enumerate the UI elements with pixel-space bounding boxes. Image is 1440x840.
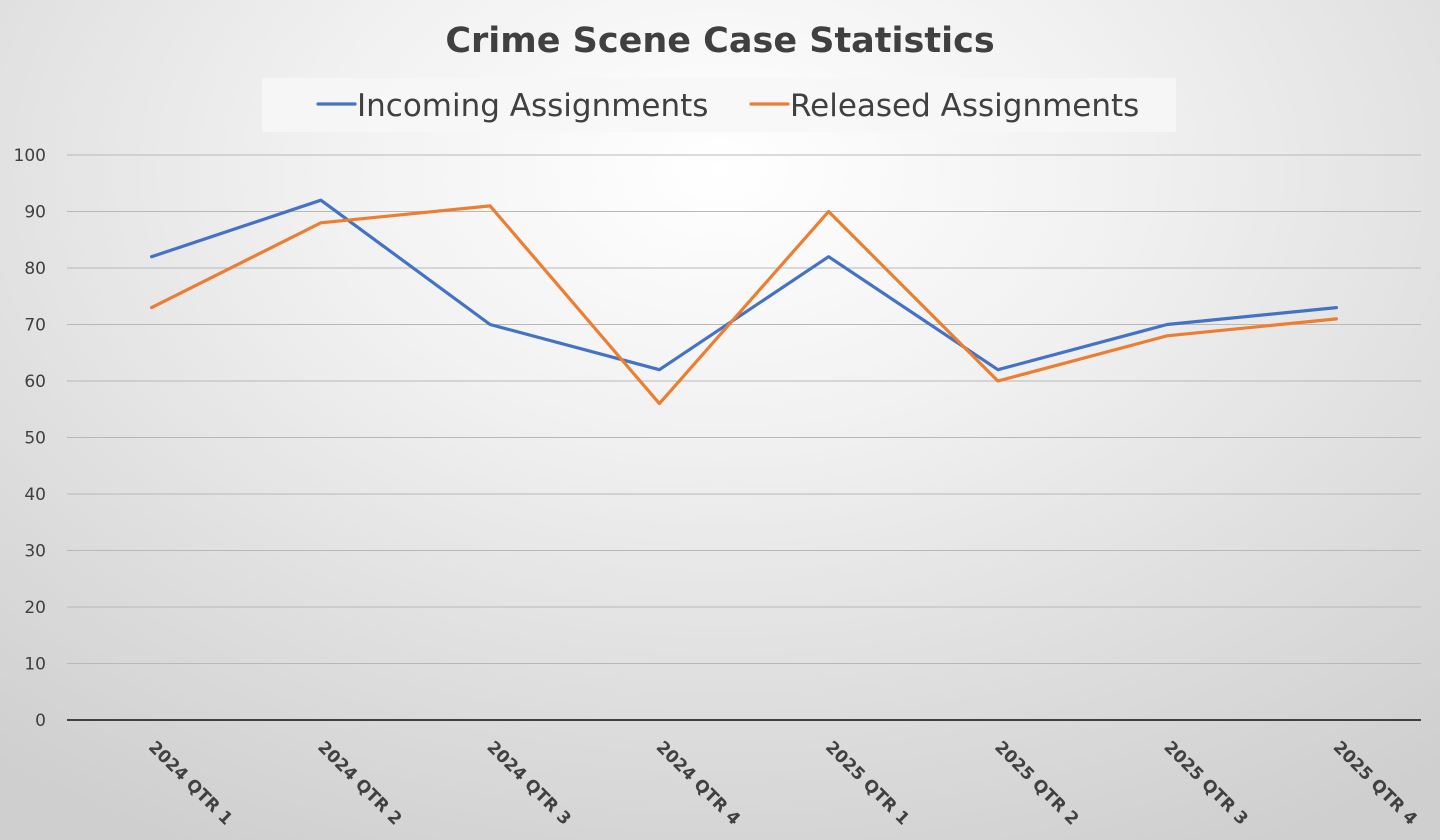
y-tick-label-10: 10 <box>24 655 46 675</box>
legend-background <box>262 78 1176 132</box>
y-tick-label-0: 0 <box>35 711 46 731</box>
x-tick-label-5: 2025 QTR 1 <box>821 737 913 829</box>
y-tick-label-80: 80 <box>24 259 46 279</box>
legend-entry-incoming: Incoming Assignments <box>316 88 708 124</box>
series-lines <box>150 198 1339 406</box>
y-tick-label-60: 60 <box>24 372 46 392</box>
series-line-incoming-assignments <box>150 198 1339 372</box>
chart-title: Crime Scene Case Statistics <box>445 21 994 61</box>
y-tick-label-100: 100 <box>14 146 46 166</box>
y-tick-label-50: 50 <box>24 429 46 449</box>
x-tick-label-2: 2024 QTR 2 <box>313 737 405 829</box>
y-tick-label-20: 20 <box>24 598 46 618</box>
legend-label-released: Released Assignments <box>790 88 1139 124</box>
legend: Incoming Assignments Released Assignment… <box>316 88 1139 124</box>
x-tick-label-6: 2025 QTR 2 <box>990 737 1082 829</box>
x-tick-label-7: 2025 QTR 3 <box>1160 737 1252 829</box>
x-tick-label-8: 2025 QTR 4 <box>1329 737 1421 829</box>
gridlines <box>67 154 1421 664</box>
legend-entry-released: Released Assignments <box>749 88 1139 124</box>
legend-label-incoming: Incoming Assignments <box>357 88 708 124</box>
x-axis-ticks: 2024 QTR 1 2024 QTR 2 2024 QTR 3 2024 QTR 4… <box>144 737 1421 829</box>
y-axis-ticks: 0 10 20 30 40 50 60 70 80 90 100 <box>14 146 46 731</box>
y-tick-label-90: 90 <box>24 203 46 223</box>
y-tick-label-30: 30 <box>24 542 46 562</box>
x-tick-label-4: 2024 QTR 4 <box>652 737 744 829</box>
y-tick-label-40: 40 <box>24 485 46 505</box>
x-tick-label-1: 2024 QTR 1 <box>144 737 236 829</box>
series-line-released-assignments <box>150 204 1339 406</box>
x-tick-label-3: 2024 QTR 3 <box>483 737 575 829</box>
y-tick-label-70: 70 <box>24 316 46 336</box>
